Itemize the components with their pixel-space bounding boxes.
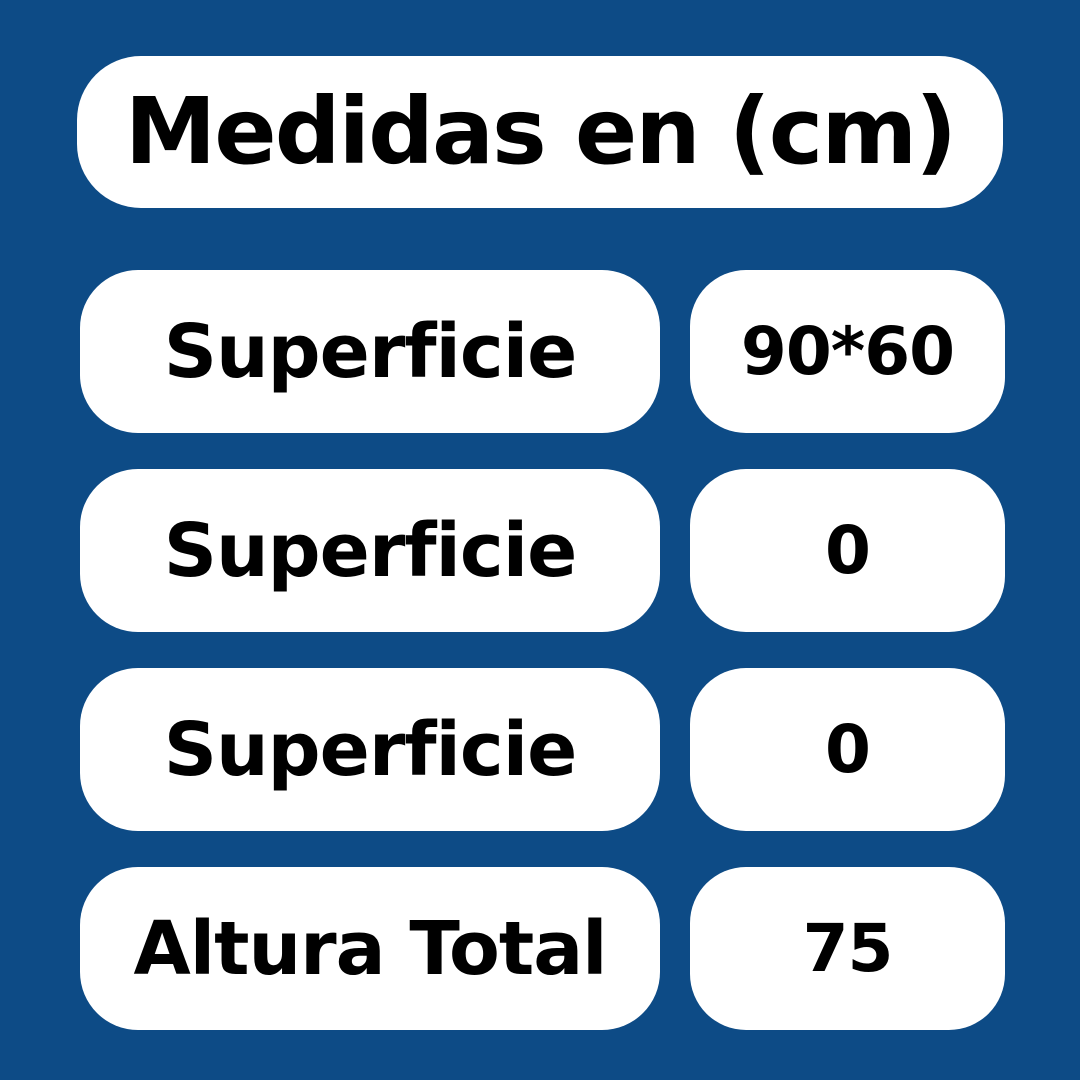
measurement-row: Superficie 0: [80, 469, 1005, 632]
measurement-value: 0: [825, 511, 871, 589]
measurement-label: Superficie: [163, 507, 578, 594]
measurement-label: Superficie: [163, 308, 578, 395]
measurement-value-card: 0: [690, 469, 1005, 632]
page-title: Medidas en (cm): [124, 78, 957, 185]
measurement-label: Altura Total: [133, 905, 607, 992]
measurement-label-card: Superficie: [80, 668, 660, 831]
measurement-value-card: 90*60: [690, 270, 1005, 433]
measurement-label-card: Altura Total: [80, 867, 660, 1030]
measurement-label-card: Superficie: [80, 270, 660, 433]
measurement-label-card: Superficie: [80, 469, 660, 632]
measurement-value: 75: [802, 909, 894, 987]
measurement-row: Superficie 90*60: [80, 270, 1005, 433]
measurement-rows: Superficie 90*60 Superficie 0 Superficie…: [80, 270, 1005, 1030]
measurement-row: Superficie 0: [80, 668, 1005, 831]
measurement-label: Superficie: [163, 706, 578, 793]
measurement-value-card: 75: [690, 867, 1005, 1030]
measurement-row: Altura Total 75: [80, 867, 1005, 1030]
measurement-value-card: 0: [690, 668, 1005, 831]
measurement-value: 0: [825, 710, 871, 788]
title-card: Medidas en (cm): [77, 56, 1003, 208]
measurement-value: 90*60: [740, 312, 955, 390]
